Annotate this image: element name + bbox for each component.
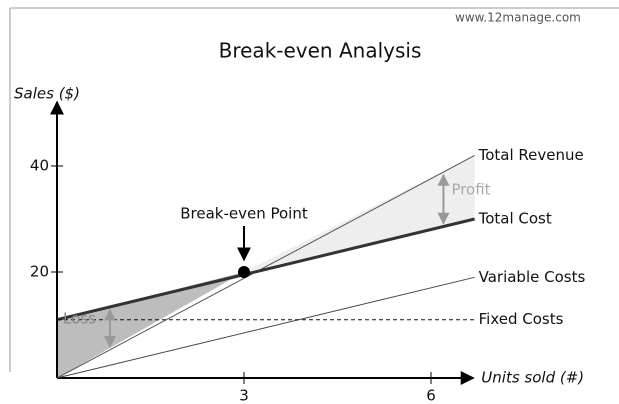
series-line <box>56 217 475 322</box>
source: www.12manage.com <box>455 11 581 25</box>
profit-area <box>243 155 475 272</box>
series-label: Total Cost <box>478 210 552 228</box>
y-axis-label: Sales ($) <box>14 85 80 103</box>
x-tick-label: 6 <box>426 387 436 404</box>
chart-title: Break-even Analysis <box>219 39 422 63</box>
break-even-label: Break-even Point <box>180 205 308 223</box>
x-axis-label: Units sold (#) <box>481 369 584 387</box>
y-tick-label: 20 <box>30 263 49 281</box>
series-label: Total Revenue <box>478 146 584 164</box>
loss-label: Loss <box>63 309 96 327</box>
series-line <box>56 154 475 379</box>
series-label: Variable Costs <box>479 268 586 286</box>
x-tick-label: 3 <box>239 387 249 404</box>
series-line <box>56 276 475 379</box>
profit-label: Profit <box>451 181 490 199</box>
loss-area <box>57 272 244 378</box>
series-label: Fixed Costs <box>479 310 564 328</box>
break-even-point <box>237 266 250 278</box>
y-tick-label: 40 <box>30 157 49 175</box>
